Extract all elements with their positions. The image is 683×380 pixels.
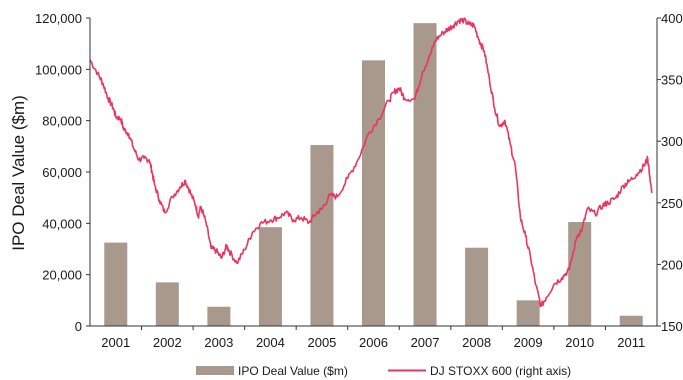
line-series (89, 17, 653, 308)
bar-2006 (362, 60, 385, 326)
bar-2007 (413, 23, 437, 327)
y-tick-label: 80,000 (42, 114, 82, 129)
stoxx-line (89, 17, 653, 308)
legend-label-line: DJ STOXX 600 (right axis) (430, 364, 571, 378)
y-tick-label: 20,000 (42, 268, 82, 283)
bar-2003 (207, 306, 231, 326)
x-tick-label: 2004 (256, 335, 285, 350)
bar-series (104, 23, 643, 327)
y2-tick-label: 250 (661, 196, 683, 211)
x-tick-label: 2002 (153, 335, 182, 350)
bar-2009 (516, 300, 540, 326)
bar-2005 (310, 145, 334, 326)
y-tick-label: 100,000 (35, 62, 82, 77)
x-tick-label: 2010 (565, 335, 594, 350)
x-tick-label: 2008 (462, 335, 491, 350)
y2-tick-label: 300 (661, 134, 683, 149)
legend: IPO Deal Value ($m) DJ STOXX 600 (right a… (196, 364, 571, 378)
x-tick-label: 2007 (411, 335, 440, 350)
axes: 0 20,000 40,000 60,000 80,000 100,000 120,000 1… (35, 11, 683, 350)
bar-2011 (619, 315, 643, 326)
bar-2001 (104, 242, 128, 326)
x-tick-label: 2011 (617, 335, 645, 350)
legend-label-bar: IPO Deal Value ($m) (238, 364, 348, 378)
y2-tick-label: 150 (661, 319, 683, 334)
y2-tick-label: 400 (661, 11, 683, 26)
y-tick-label: 40,000 (42, 216, 82, 231)
y-tick-label: 60,000 (42, 165, 82, 180)
x-tick-label: 2005 (307, 335, 336, 350)
bar-2010 (568, 222, 592, 326)
bar-2002 (155, 282, 179, 326)
bar-2004 (258, 227, 282, 326)
x-tick-label: 2003 (204, 335, 233, 350)
x-tick-label: 2006 (359, 335, 388, 350)
y-tick-label: 0 (75, 319, 82, 334)
y2-tick-label: 350 (661, 73, 683, 88)
y-tick-label: 120,000 (35, 11, 82, 26)
bar-2008 (465, 247, 489, 326)
x-tick-label: 2009 (514, 335, 543, 350)
legend-swatch-bar (196, 366, 234, 375)
y2-tick-label: 200 (661, 257, 683, 272)
x-tick-label: 2001 (101, 335, 130, 350)
y-axis-label: IPO Deal Value ($m) (9, 95, 28, 251)
